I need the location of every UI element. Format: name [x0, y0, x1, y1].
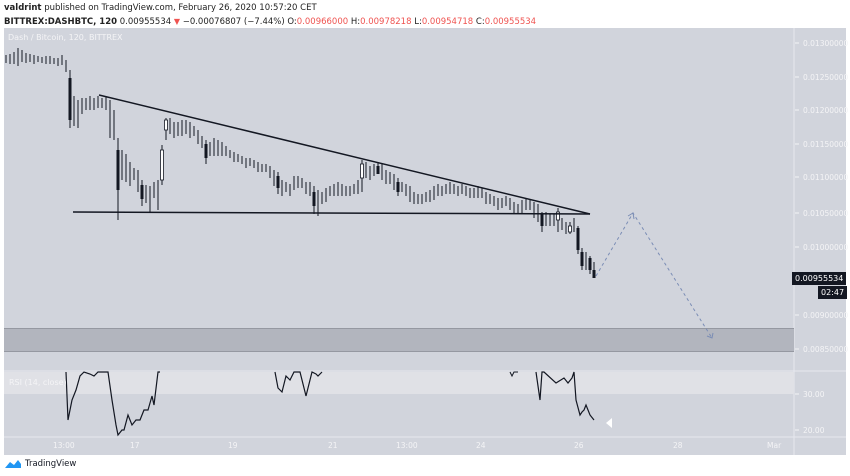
close-value: 0.00955534	[484, 17, 537, 27]
low-label: L:	[414, 17, 422, 27]
open-value: 0.00966000	[296, 17, 349, 27]
svg-text:28: 28	[673, 441, 683, 450]
svg-text:0.01200000: 0.01200000	[803, 106, 849, 115]
symbol: BITTREX:DASHBTC, 120	[4, 17, 118, 27]
svg-text:19: 19	[228, 441, 238, 450]
svg-text:0.01250000: 0.01250000	[803, 73, 849, 82]
svg-text:13:00: 13:00	[53, 441, 75, 450]
author-name[interactable]: valdrint	[4, 3, 42, 13]
projection-path[interactable]	[595, 212, 713, 339]
rsi-legend-title[interactable]: RSI (14, close)	[9, 378, 67, 387]
svg-text:0.00900000: 0.00900000	[803, 311, 849, 320]
low-value: 0.00954718	[421, 17, 474, 27]
high-label: H:	[350, 17, 361, 27]
svg-text:26: 26	[574, 441, 584, 450]
publish-header: valdrint published on TradingView.com, F…	[4, 2, 536, 29]
published-text: published on TradingView.com, February 2…	[41, 3, 317, 13]
candle-bodies	[68, 78, 596, 278]
svg-text:0.01300000: 0.01300000	[803, 39, 849, 48]
descending-trendline[interactable]	[98, 94, 591, 215]
high-value: 0.00978218	[360, 17, 412, 27]
price-change: −0.00076807 (−7.44%)	[182, 17, 285, 27]
svg-text:0.01100000: 0.01100000	[803, 173, 849, 182]
rsi-marker-icon	[606, 418, 612, 428]
support-zone[interactable]	[4, 328, 794, 352]
svg-text:21: 21	[328, 441, 338, 450]
time-axis[interactable]: 13:00 17 19 21 13:00 24 26 28 Mar	[53, 441, 782, 450]
svg-text:0.00850000: 0.00850000	[803, 345, 849, 354]
svg-text:24: 24	[476, 441, 486, 450]
projection-arrow-icon	[706, 332, 714, 339]
rsi-line	[65, 371, 160, 437]
svg-text:17: 17	[130, 441, 140, 450]
support-line[interactable]	[72, 211, 591, 215]
last-price: 0.00955534	[119, 17, 172, 27]
svg-text:30.00: 30.00	[803, 390, 825, 399]
svg-text:0.01050000: 0.01050000	[803, 209, 849, 218]
brand-name: TradingView	[25, 459, 77, 469]
candlesticks	[5, 48, 595, 278]
tradingview-cloud-icon	[5, 460, 21, 468]
projection-arrow-icon	[627, 212, 635, 220]
svg-text:Mar: Mar	[767, 441, 782, 450]
tradingview-logo[interactable]: TradingView	[4, 459, 76, 469]
open-label: O:	[287, 17, 297, 27]
symbol-info-line: BITTREX:DASHBTC, 120 0.00955534 ▼ −0.000…	[4, 15, 536, 29]
down-arrow-icon: ▼	[173, 17, 180, 26]
rsi-band	[4, 372, 794, 394]
current-price-tag: 0.00955534	[792, 272, 847, 285]
svg-text:0.01150000: 0.01150000	[803, 140, 849, 149]
svg-text:20.00: 20.00	[803, 426, 825, 435]
close-label: C:	[475, 17, 485, 27]
price-axis[interactable]: 0.01300000 0.01250000 0.01200000 0.01150…	[803, 39, 849, 435]
chart-legend-title[interactable]: Dash / Bitcoin, 120, BITTREX	[8, 33, 123, 42]
svg-text:0.01000000: 0.01000000	[803, 243, 849, 252]
countdown-tag: 02:47	[818, 286, 848, 299]
svg-text:13:00: 13:00	[396, 441, 418, 450]
